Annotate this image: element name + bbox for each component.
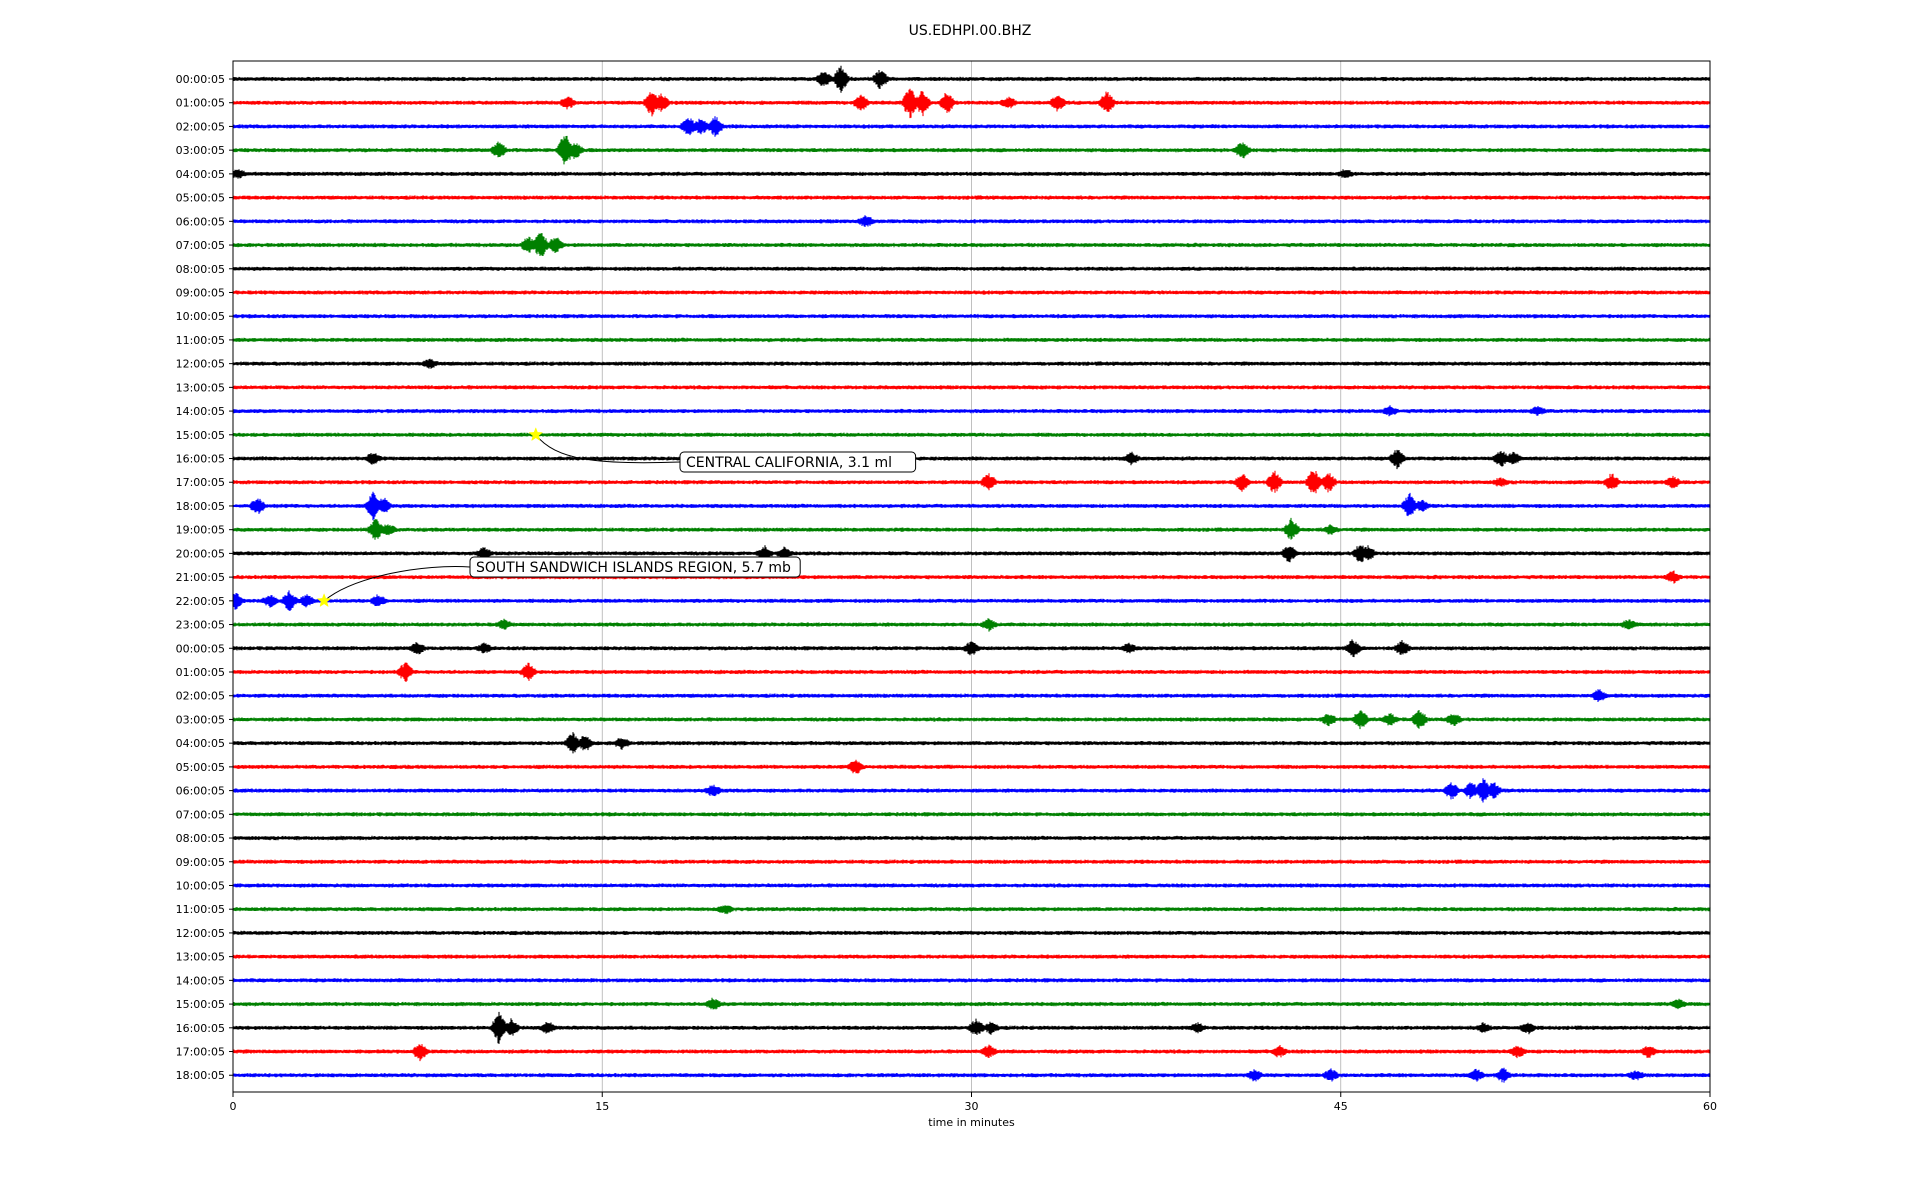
row-label-11: 11:00:05 (176, 334, 225, 347)
event-star-1 (316, 593, 332, 608)
row-label-22: 22:00:05 (176, 595, 225, 608)
x-axis-ticks: 0 15 30 45 60 (230, 1092, 1717, 1113)
row-label-3: 03:00:05 (176, 144, 225, 157)
row-label-16: 16:00:05 (176, 453, 225, 466)
row-label-7: 07:00:05 (176, 239, 225, 252)
row-label-4: 04:00:05 (176, 168, 225, 181)
event-star-0 (528, 427, 544, 442)
row-label-10: 10:00:05 (176, 310, 225, 323)
chart-title: US.EDHPI.00.BHZ (909, 23, 1032, 39)
row-label-32: 08:00:05 (176, 832, 225, 845)
row-label-19: 19:00:05 (176, 524, 225, 537)
row-label-34: 10:00:05 (176, 879, 225, 892)
row-label-14: 14:00:05 (176, 405, 225, 418)
row-label-27: 03:00:05 (176, 713, 225, 726)
row-label-1: 01:00:05 (176, 97, 225, 110)
x-tick-label-1: 15 (595, 1100, 609, 1113)
annotations: CENTRAL CALIFORNIA, 3.1 ml SOUTH SANDWICH… (316, 427, 917, 608)
row-label-17: 17:00:05 (176, 476, 225, 489)
row-label-31: 07:00:05 (176, 808, 225, 821)
row-label-29: 05:00:05 (176, 761, 225, 774)
annotation-label-1: SOUTH SANDWICH ISLANDS REGION, 5.7 mb (476, 560, 791, 576)
row-label-26: 02:00:05 (176, 690, 225, 703)
row-label-42: 18:00:05 (176, 1069, 225, 1082)
row-label-5: 05:00:05 (176, 192, 225, 205)
row-label-33: 09:00:05 (176, 856, 225, 869)
row-labels: 00:00:05 01:00:05 02:00:05 03:00:05 04:00:05… (176, 73, 233, 1082)
row-label-2: 02:00:05 (176, 120, 225, 133)
row-label-9: 09:00:05 (176, 286, 225, 299)
row-label-21: 21:00:05 (176, 571, 225, 584)
row-label-18: 18:00:05 (176, 500, 225, 513)
row-label-23: 23:00:05 (176, 619, 225, 632)
annotation-0: CENTRAL CALIFORNIA, 3.1 ml (528, 427, 917, 473)
row-label-25: 01:00:05 (176, 666, 225, 679)
row-label-40: 16:00:05 (176, 1022, 225, 1035)
row-label-20: 20:00:05 (176, 547, 225, 560)
row-label-28: 04:00:05 (176, 737, 225, 750)
x-tick-label-4: 60 (1703, 1100, 1717, 1113)
row-label-38: 14:00:05 (176, 974, 225, 987)
annotation-connector-0 (535, 434, 681, 464)
annotation-box-0 (679, 451, 917, 473)
x-axis-title: time in minutes (928, 1116, 1015, 1129)
x-tick-label-2: 30 (965, 1100, 979, 1113)
x-tick-label-3: 45 (1334, 1100, 1348, 1113)
row-label-13: 13:00:05 (176, 381, 225, 394)
x-tick-label-0: 0 (230, 1100, 237, 1113)
annotation-1: SOUTH SANDWICH ISLANDS REGION, 5.7 mb (316, 556, 801, 608)
annotation-box-1 (469, 556, 801, 578)
row-label-0: 00:00:05 (176, 73, 225, 86)
annotation-label-0: CENTRAL CALIFORNIA, 3.1 ml (686, 455, 892, 471)
plot-frame (232, 60, 1711, 1093)
row-label-15: 15:00:05 (176, 429, 225, 442)
row-label-30: 06:00:05 (176, 785, 225, 798)
row-label-36: 12:00:05 (176, 927, 225, 940)
row-label-37: 13:00:05 (176, 951, 225, 964)
row-label-6: 06:00:05 (176, 215, 225, 228)
row-label-12: 12:00:05 (176, 358, 225, 371)
annotation-connector-1 (323, 566, 471, 602)
row-label-8: 08:00:05 (176, 263, 225, 276)
row-label-39: 15:00:05 (176, 998, 225, 1011)
row-label-35: 11:00:05 (176, 903, 225, 916)
row-label-24: 00:00:05 (176, 642, 225, 655)
row-label-41: 17:00:05 (176, 1046, 225, 1059)
